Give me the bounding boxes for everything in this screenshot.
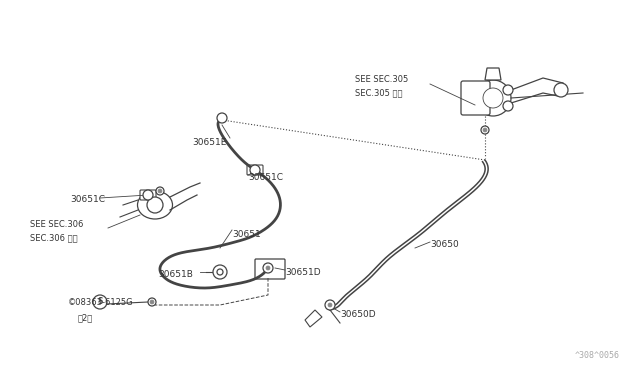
Text: 30650D: 30650D: [340, 310, 376, 319]
Circle shape: [483, 88, 503, 108]
Circle shape: [147, 197, 163, 213]
Circle shape: [263, 263, 273, 273]
Text: SEC.305 参照: SEC.305 参照: [355, 88, 403, 97]
Text: SEE SEC.305: SEE SEC.305: [355, 75, 408, 84]
Circle shape: [93, 295, 107, 309]
Text: 30651C: 30651C: [248, 173, 283, 182]
Circle shape: [213, 265, 227, 279]
Text: （2）: （2）: [78, 313, 93, 322]
Text: SEC.306 参照: SEC.306 参照: [30, 233, 77, 242]
Text: 30651C: 30651C: [70, 195, 105, 204]
Circle shape: [217, 269, 223, 275]
Text: 30651B: 30651B: [158, 270, 193, 279]
FancyBboxPatch shape: [461, 81, 490, 115]
Polygon shape: [485, 68, 501, 80]
Circle shape: [150, 300, 154, 304]
Polygon shape: [305, 310, 322, 327]
Text: 30651E: 30651E: [192, 138, 227, 147]
Text: 30650: 30650: [430, 240, 459, 249]
Text: SEE SEC.306: SEE SEC.306: [30, 220, 83, 229]
FancyBboxPatch shape: [140, 190, 156, 200]
Circle shape: [266, 266, 270, 270]
Ellipse shape: [138, 191, 173, 219]
Circle shape: [250, 165, 260, 175]
Text: ©08363-6125G: ©08363-6125G: [68, 298, 134, 307]
Circle shape: [158, 189, 162, 193]
Circle shape: [475, 80, 511, 116]
FancyBboxPatch shape: [247, 165, 263, 175]
Circle shape: [328, 303, 332, 307]
Circle shape: [503, 101, 513, 111]
Text: 30651D: 30651D: [285, 268, 321, 277]
Circle shape: [156, 187, 164, 195]
Text: 30651: 30651: [232, 230, 260, 239]
Text: S: S: [97, 298, 102, 307]
Circle shape: [503, 85, 513, 95]
Circle shape: [148, 298, 156, 306]
Circle shape: [325, 300, 335, 310]
Circle shape: [481, 126, 489, 134]
FancyBboxPatch shape: [255, 259, 285, 279]
Circle shape: [217, 113, 227, 123]
Circle shape: [554, 83, 568, 97]
Text: ^308^0056: ^308^0056: [575, 351, 620, 360]
Circle shape: [483, 128, 487, 132]
Circle shape: [143, 190, 153, 200]
